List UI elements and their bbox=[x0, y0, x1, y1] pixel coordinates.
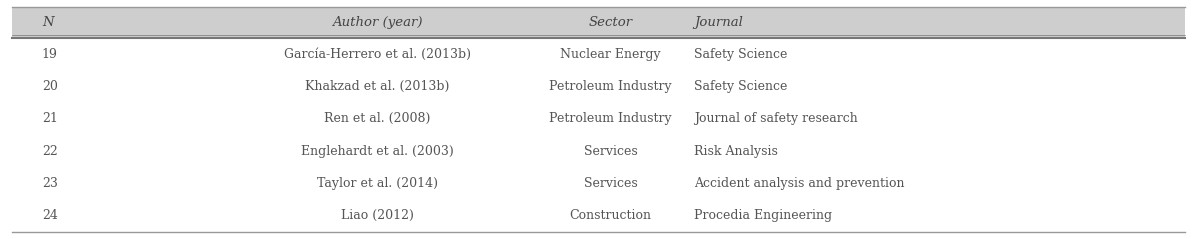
Text: Journal of safety research: Journal of safety research bbox=[694, 112, 858, 125]
Text: Nuclear Energy: Nuclear Energy bbox=[560, 48, 661, 61]
Text: Ren et al. (2008): Ren et al. (2008) bbox=[324, 112, 430, 125]
Text: Author (year): Author (year) bbox=[332, 16, 423, 29]
Text: Sector: Sector bbox=[589, 16, 632, 29]
Text: Taylor et al. (2014): Taylor et al. (2014) bbox=[316, 177, 438, 190]
Text: Procedia Engineering: Procedia Engineering bbox=[694, 209, 832, 222]
Text: Journal: Journal bbox=[694, 16, 743, 29]
Text: García-Herrero et al. (2013b): García-Herrero et al. (2013b) bbox=[284, 48, 470, 61]
Bar bbox=[12, 7, 1185, 38]
Text: Services: Services bbox=[584, 145, 637, 158]
Text: Construction: Construction bbox=[570, 209, 651, 222]
Text: Safety Science: Safety Science bbox=[694, 80, 788, 93]
Text: 22: 22 bbox=[42, 145, 57, 158]
Text: 20: 20 bbox=[42, 80, 57, 93]
Text: Petroleum Industry: Petroleum Industry bbox=[549, 112, 672, 125]
Text: Petroleum Industry: Petroleum Industry bbox=[549, 80, 672, 93]
Text: Accident analysis and prevention: Accident analysis and prevention bbox=[694, 177, 905, 190]
Text: Safety Science: Safety Science bbox=[694, 48, 788, 61]
Text: 19: 19 bbox=[42, 48, 57, 61]
Text: N: N bbox=[42, 16, 54, 29]
Text: Liao (2012): Liao (2012) bbox=[341, 209, 413, 222]
Text: Risk Analysis: Risk Analysis bbox=[694, 145, 778, 158]
Text: Khakzad et al. (2013b): Khakzad et al. (2013b) bbox=[305, 80, 449, 93]
Text: 23: 23 bbox=[42, 177, 57, 190]
Text: Englehardt et al. (2003): Englehardt et al. (2003) bbox=[300, 145, 454, 158]
Text: Services: Services bbox=[584, 177, 637, 190]
Text: 21: 21 bbox=[42, 112, 57, 125]
Text: 24: 24 bbox=[42, 209, 57, 222]
